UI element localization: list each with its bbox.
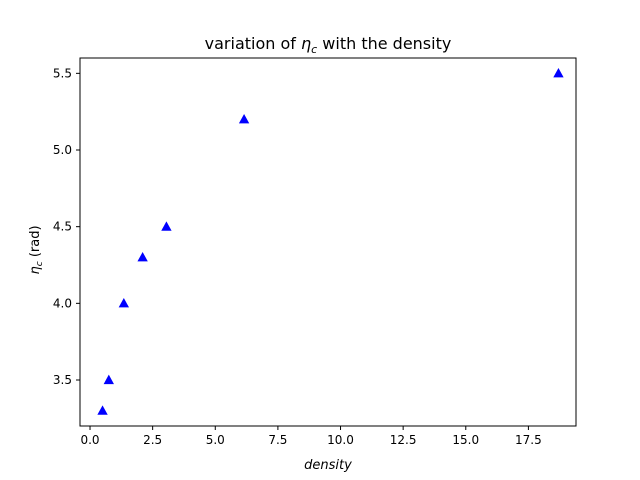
y-axis-label-symbol: η — [28, 266, 43, 274]
x-tick-label: 12.5 — [390, 433, 417, 447]
data-point-triangle — [103, 374, 114, 385]
y-axis-ticks: 3.5 4.0 4.5 5.0 5.5 — [53, 66, 80, 387]
chart-title-subscript: c — [311, 43, 317, 56]
x-tick-label: 7.5 — [268, 433, 287, 447]
x-tick-label: 17.5 — [515, 433, 542, 447]
x-axis-label: density — [304, 458, 352, 473]
y-tick-label: 5.0 — [53, 143, 72, 157]
data-point-triangle — [137, 252, 148, 262]
x-tick-label: 0.0 — [80, 433, 99, 447]
chart-title-prefix: variation of — [205, 34, 301, 53]
axes-frame — [79, 57, 577, 427]
data-point-triangle — [118, 298, 130, 308]
chart-title-suffix: with the density — [317, 34, 451, 53]
y-tick-label: 3.5 — [53, 373, 72, 387]
x-tick-label: 2.5 — [143, 433, 162, 447]
y-tick-label: 4.0 — [53, 296, 72, 310]
chart-title: variation of ηc with the density — [205, 34, 452, 56]
x-tick-label: 15.0 — [452, 433, 479, 447]
data-point-triangle — [161, 221, 172, 231]
y-axis-label: ηc (rad) — [28, 225, 45, 274]
data-point-triangle — [553, 68, 564, 78]
y-tick-label: 5.5 — [53, 66, 72, 80]
x-tick-label: 5.0 — [206, 433, 225, 447]
y-axis-label-subscript: c — [35, 261, 45, 266]
data-point-triangle — [97, 405, 108, 415]
x-tick-label: 10.0 — [327, 433, 354, 447]
y-tick-label: 4.5 — [53, 220, 72, 234]
y-axis-label-suffix: (rad) — [28, 225, 43, 261]
chart-title-symbol: η — [301, 34, 311, 53]
data-points — [97, 68, 564, 415]
data-point-triangle — [238, 114, 250, 124]
x-axis-ticks: 0.0 2.5 5.0 7.5 10.0 12.5 15.0 17.5 — [80, 426, 542, 447]
